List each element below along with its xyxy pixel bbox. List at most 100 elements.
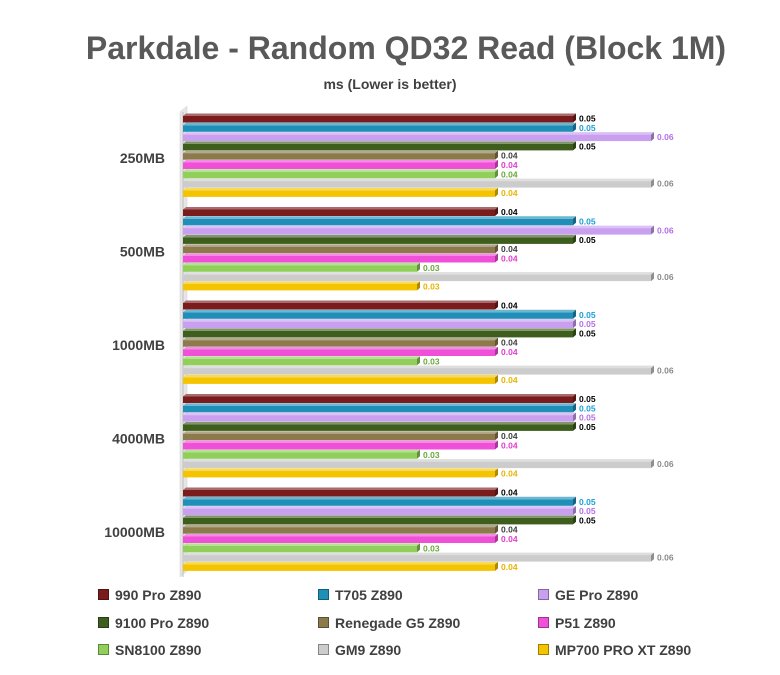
category-label: 1000MB — [112, 337, 165, 353]
bar — [183, 496, 576, 506]
bar — [183, 365, 654, 375]
data-label: 0.03 — [423, 281, 440, 291]
legend-label: GM9 Z890 — [335, 642, 402, 658]
bar — [183, 394, 576, 403]
data-label: 0.05 — [579, 235, 596, 245]
data-label: 0.05 — [579, 497, 596, 507]
data-label: 0.05 — [579, 403, 596, 413]
bar — [183, 281, 420, 291]
bar — [183, 150, 498, 160]
data-label: 0.05 — [579, 310, 596, 320]
data-label: 0.06 — [657, 366, 674, 376]
data-label: 0.06 — [657, 226, 674, 236]
legend-label: Renegade G5 Z890 — [335, 615, 461, 631]
legend-swatch — [98, 589, 109, 600]
bar — [183, 225, 654, 235]
data-label: 0.05 — [579, 506, 596, 516]
category-label: 500MB — [120, 244, 165, 260]
bar — [183, 160, 498, 169]
data-label: 0.05 — [579, 413, 596, 423]
bar-chart: 250MB0.050.050.060.050.040.040.040.060.0… — [104, 105, 674, 578]
data-label: 0.05 — [579, 319, 596, 329]
bar — [183, 487, 498, 497]
bar — [183, 552, 654, 562]
bar — [183, 328, 576, 338]
bar — [183, 515, 576, 525]
data-label: 0.04 — [501, 151, 518, 161]
bar — [183, 262, 420, 272]
data-label: 0.04 — [501, 441, 518, 451]
data-label: 0.05 — [579, 394, 596, 404]
category-label: 250MB — [120, 150, 165, 166]
legend-label: SN8100 Z890 — [115, 642, 202, 658]
bar — [183, 216, 576, 226]
bar — [183, 309, 576, 319]
legend-label: P51 Z890 — [555, 615, 616, 631]
chart-subtitle: ms (Lower is better) — [323, 76, 457, 92]
legend-label: 990 Pro Z890 — [115, 587, 202, 603]
bar — [183, 561, 498, 571]
data-label: 0.04 — [501, 375, 518, 385]
bar — [183, 300, 498, 310]
legend-swatch — [98, 617, 109, 628]
bar — [183, 122, 576, 132]
data-label: 0.03 — [423, 263, 440, 273]
legend-item: 990 Pro Z890 — [98, 587, 201, 603]
legend-item: SN8100 Z890 — [98, 642, 201, 658]
data-label: 0.04 — [501, 188, 518, 198]
data-label: 0.06 — [657, 272, 674, 282]
data-label: 0.04 — [501, 244, 518, 254]
legend-label: T705 Z890 — [335, 587, 403, 603]
category-label: 4000MB — [112, 431, 165, 447]
legend-swatch — [98, 644, 109, 655]
legend-label: GE Pro Z890 — [555, 587, 639, 603]
bar — [183, 347, 498, 356]
bar — [183, 272, 654, 282]
bar — [183, 178, 654, 188]
data-label: 0.04 — [501, 562, 518, 572]
bar — [183, 524, 498, 534]
data-label: 0.06 — [657, 132, 674, 142]
data-label: 0.05 — [579, 123, 596, 133]
legend-item: GM9 Z890 — [318, 642, 401, 658]
data-label: 0.04 — [501, 338, 518, 348]
legend-item: Renegade G5 Z890 — [318, 615, 460, 631]
data-label: 0.06 — [657, 179, 674, 189]
data-label: 0.04 — [501, 347, 518, 357]
chart-legend: 990 Pro Z890 T705 Z890 GE Pro Z890 9100 Pro… — [0, 587, 780, 667]
chart-title: Parkdale - Random QD32 Read (Block 1M) — [85, 30, 727, 66]
legend-item: T705 Z890 — [318, 587, 403, 603]
data-label: 0.04 — [501, 534, 518, 544]
bar — [183, 403, 576, 413]
legend-swatch — [318, 617, 329, 628]
bar — [183, 449, 420, 459]
legend-label: 9100 Pro Z890 — [115, 615, 210, 631]
data-label: 0.04 — [501, 431, 518, 441]
bar — [183, 506, 576, 516]
legend-item: 9100 Pro Z890 — [98, 615, 209, 631]
legend-label: MP700 PRO XT Z890 — [555, 642, 692, 658]
bar — [183, 187, 498, 197]
bar — [183, 431, 498, 441]
bar — [183, 169, 498, 179]
legend-swatch — [538, 589, 549, 600]
bar — [183, 319, 576, 329]
legend-item: MP700 PRO XT Z890 — [538, 642, 691, 658]
data-label: 0.05 — [579, 114, 596, 124]
bar — [183, 244, 498, 254]
data-label: 0.06 — [657, 459, 674, 469]
data-label: 0.04 — [501, 488, 518, 498]
legend-swatch — [538, 617, 549, 628]
bar — [183, 141, 576, 151]
data-label: 0.04 — [501, 525, 518, 535]
legend-item: GE Pro Z890 — [538, 587, 638, 603]
data-label: 0.04 — [501, 160, 518, 170]
legend-swatch — [318, 644, 329, 655]
data-label: 0.03 — [423, 356, 440, 366]
bar — [183, 253, 498, 263]
bar — [183, 132, 654, 142]
data-label: 0.04 — [501, 301, 518, 311]
bar — [183, 534, 498, 543]
data-label: 0.03 — [423, 450, 440, 460]
bar — [183, 412, 576, 422]
